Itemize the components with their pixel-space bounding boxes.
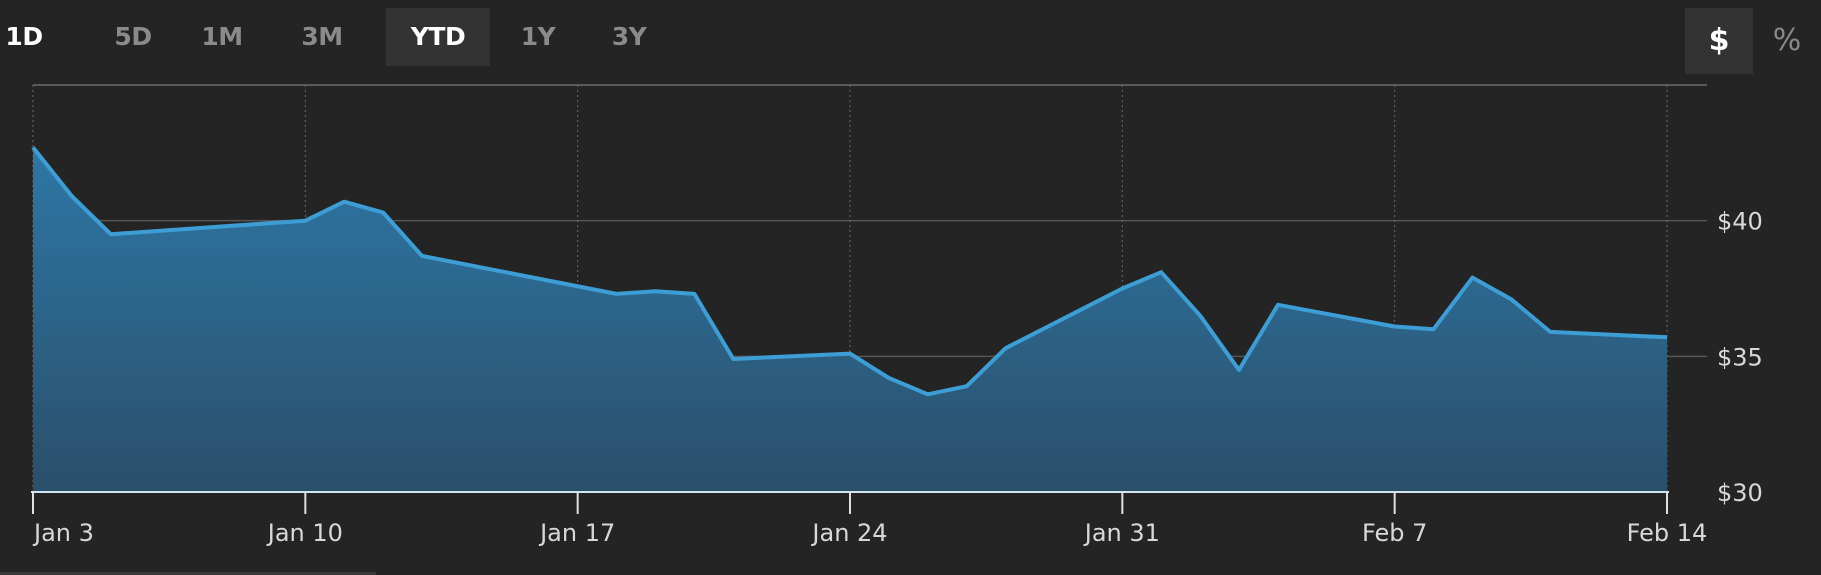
footer-divider bbox=[0, 572, 376, 575]
time-range-selector: 1D 5D 1M 3M YTD 1Y 3Y bbox=[0, 8, 664, 66]
percent-toggle-button[interactable]: % bbox=[1772, 23, 1802, 58]
x-tick-label: Jan 31 bbox=[1083, 519, 1160, 547]
range-tab-1y[interactable]: 1Y bbox=[520, 22, 556, 51]
x-tick-label: Jan 3 bbox=[32, 519, 94, 547]
range-tab-3y[interactable]: 3Y bbox=[611, 22, 647, 51]
range-tab-3m[interactable]: 3M bbox=[301, 22, 343, 51]
unit-toggle: $ % bbox=[1685, 8, 1821, 74]
range-tab-5d[interactable]: 5D bbox=[114, 22, 152, 51]
range-tab-1d[interactable]: 1D bbox=[5, 22, 43, 51]
x-tick-label: Jan 10 bbox=[266, 519, 343, 547]
range-tab-1m[interactable]: 1M bbox=[201, 22, 243, 51]
price-area-fill bbox=[33, 147, 1667, 492]
y-tick-label: $35 bbox=[1717, 343, 1763, 371]
dollar-toggle-button[interactable]: $ bbox=[1685, 8, 1753, 74]
x-tick-label: Jan 24 bbox=[810, 519, 887, 547]
y-tick-label: $40 bbox=[1717, 208, 1763, 236]
y-tick-label: $30 bbox=[1717, 479, 1763, 507]
x-tick-label: Jan 17 bbox=[538, 519, 615, 547]
x-tick-label: Feb 14 bbox=[1627, 519, 1708, 547]
x-tick-label: Feb 7 bbox=[1362, 519, 1427, 547]
range-tab-ytd[interactable]: YTD bbox=[386, 8, 490, 66]
